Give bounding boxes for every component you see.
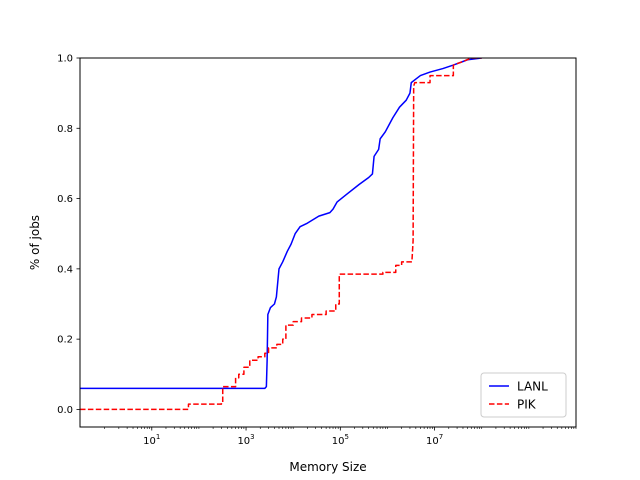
x-tick-label: 101 <box>143 433 160 447</box>
axes-frame <box>79 57 577 428</box>
y-axis-ticks: 0.0 0.2 0.4 0.6 0.8 1.0 <box>57 54 80 416</box>
y-tick-label: 0.6 <box>57 194 73 205</box>
x-axis-ticks: 101 103 105 107 <box>104 427 577 447</box>
legend-label-lanl: LANL <box>517 380 548 394</box>
plot-area: 101 103 105 107 0.0 0.2 0.4 0.6 0.8 1.0 <box>57 54 577 447</box>
x-axis-label: Memory Size <box>289 460 366 474</box>
y-tick-label: 0.2 <box>57 335 73 346</box>
x-tick-label: 107 <box>426 433 443 447</box>
x-tick-label: 103 <box>237 433 254 447</box>
legend-box <box>480 372 567 418</box>
y-axis-label: % of jobs <box>28 215 42 270</box>
y-tick-label: 1.0 <box>57 54 73 65</box>
legend: LANL PIK <box>480 372 567 418</box>
series-layer <box>80 58 482 411</box>
y-tick-label: 0.4 <box>57 264 73 275</box>
series-line-lanl <box>80 58 482 390</box>
legend-label-pik: PIK <box>517 398 537 412</box>
y-tick-label: 0.0 <box>57 405 73 416</box>
series-line-pik <box>80 58 482 411</box>
x-tick-label: 105 <box>332 433 349 447</box>
y-tick-label: 0.8 <box>57 124 73 135</box>
